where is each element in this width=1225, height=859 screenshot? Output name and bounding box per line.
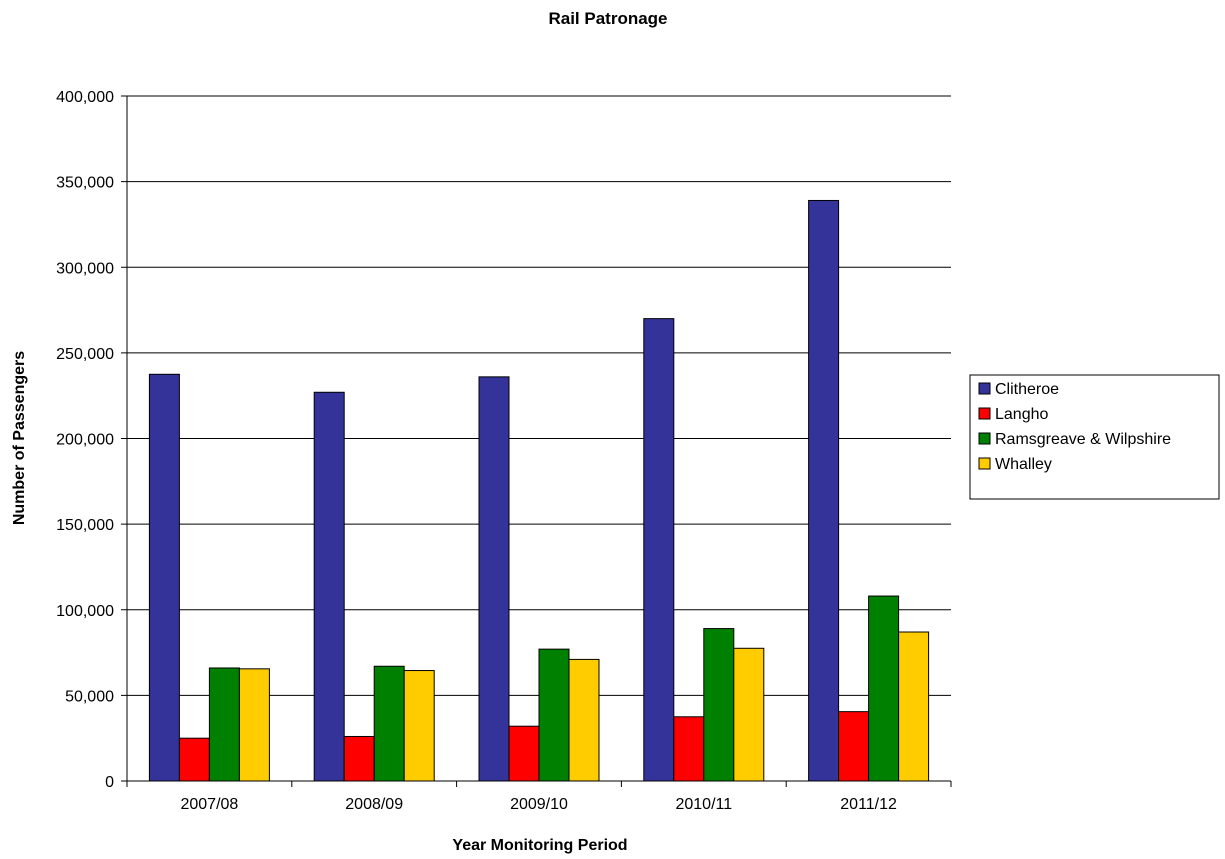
legend-swatch [978, 432, 991, 445]
bar-langho-2010-11 [673, 716, 705, 782]
legend-swatch [978, 407, 991, 420]
x-tick-label: 2008/09 [345, 796, 403, 813]
bar-whalley-2009-10 [568, 658, 600, 782]
legend-swatch [978, 457, 991, 470]
legend-label: Whalley [995, 456, 1052, 473]
legend-label: Ramsgreave & Wilpshire [995, 431, 1171, 448]
legend-label: Clitheroe [995, 381, 1059, 398]
y-tick-label: 350,000 [56, 175, 114, 192]
bar-langho-2009-10 [508, 725, 540, 782]
y-tick-label: 300,000 [56, 260, 114, 277]
legend-label: Langho [995, 406, 1048, 423]
x-tick-label: 2009/10 [510, 796, 568, 813]
bar-ramsgreave-wilpshire-2010-11 [703, 628, 735, 782]
axes [121, 95, 952, 787]
legend-swatch [978, 382, 991, 395]
bar-whalley-2010-11 [733, 647, 765, 782]
bar-clitheroe-2010-11 [643, 318, 675, 782]
y-tick-label: 200,000 [56, 432, 114, 449]
bar-clitheroe-2008-09 [313, 391, 345, 782]
gridlines [127, 95, 951, 696]
bar-clitheroe-2007-08 [148, 373, 180, 782]
x-axis-title: Year Monitoring Period [452, 837, 627, 854]
bar-ramsgreave-wilpshire-2007-08 [208, 667, 240, 782]
bar-clitheroe-2011-12 [808, 199, 840, 782]
legend-box [969, 374, 1220, 500]
x-tick-label: 2010/11 [675, 796, 732, 813]
bar-clitheroe-2009-10 [478, 376, 510, 782]
y-tick-label: 250,000 [56, 346, 114, 363]
y-axis-title: Number of Passengers [11, 351, 28, 525]
y-tick-label: 0 [105, 774, 114, 791]
chart-title: Rail Patronage [548, 9, 667, 28]
bar-whalley-2007-08 [238, 668, 270, 782]
bar-langho-2008-09 [343, 735, 375, 782]
x-tick-labels: 2007/08 2008/09 2009/10 2010/11 2011/12 [180, 796, 897, 813]
bar-ramsgreave-wilpshire-2008-09 [373, 665, 405, 782]
bar-whalley-2011-12 [898, 631, 930, 782]
bar-ramsgreave-wilpshire-2011-12 [868, 595, 900, 782]
y-tick-label: 100,000 [56, 603, 114, 620]
y-tick-label: 400,000 [56, 89, 114, 106]
bar-ramsgreave-wilpshire-2009-10 [538, 648, 570, 782]
bar-whalley-2008-09 [403, 670, 435, 782]
legend: Clitheroe Langho Ramsgreave & Wilpshire Wha… [969, 374, 1220, 500]
x-tick-label: 2007/08 [180, 796, 238, 813]
bar-langho-2011-12 [838, 711, 870, 782]
y-tick-labels: 0 50,000 100,000 150,000 200,000 250,000 300,0… [56, 89, 114, 791]
y-tick-label: 50,000 [65, 688, 114, 705]
bars [148, 199, 930, 782]
x-tick-label: 2011/12 [840, 796, 897, 813]
y-tick-label: 150,000 [56, 517, 114, 534]
bar-langho-2007-08 [178, 737, 210, 782]
